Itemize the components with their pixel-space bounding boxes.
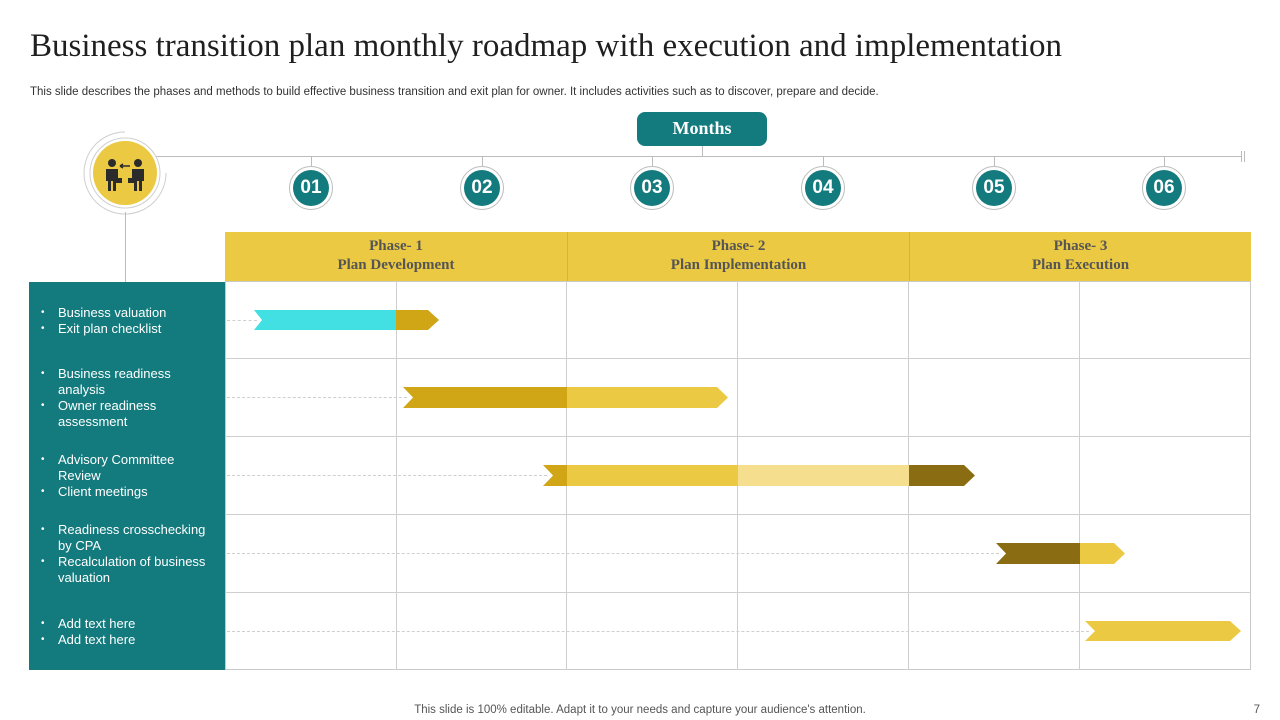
month-marker-02: 02 (460, 166, 504, 210)
arrow-segment (1085, 621, 1241, 641)
timeline-end-mark (1244, 151, 1245, 162)
month-marker-04: 04 (801, 166, 845, 210)
row-label-3: Advisory Committee Review Client meeting… (29, 437, 225, 515)
arrow-segment (996, 543, 1080, 564)
footer-note: This slide is 100% editable. Adapt it to… (414, 704, 866, 716)
grid-row-divider (225, 514, 1251, 515)
phase-header-2: Phase- 2 Plan Implementation (567, 232, 909, 281)
month-tick (1164, 156, 1165, 166)
month-marker-01: 01 (289, 166, 333, 210)
month-marker-03: 03 (630, 166, 674, 210)
phase-name: Phase- 2 (711, 238, 766, 254)
arrow-segment (396, 310, 439, 330)
list-item: Add text here (41, 632, 135, 648)
phase-title: Plan Execution (1031, 257, 1130, 273)
row-label-2: Business readiness analysis Owner readin… (29, 359, 225, 437)
phase-name: Phase- 1 (369, 238, 423, 254)
month-marker-06: 06 (1142, 166, 1186, 210)
icon-connector (125, 212, 126, 282)
row-guide-line (227, 320, 257, 321)
phase-title: Plan Implementation (670, 257, 807, 273)
row-guide-line (227, 475, 547, 476)
list-item: Readiness crosschecking by CPA (41, 522, 206, 554)
list-item: Exit plan checklist (41, 321, 166, 337)
list-item: Advisory Committee Review (41, 452, 191, 484)
arrow-segment (543, 465, 567, 486)
month-tick (311, 156, 312, 166)
month-number: 06 (1146, 170, 1182, 206)
month-tick (482, 156, 483, 166)
grid-row-divider (225, 358, 1251, 359)
month-tick (823, 156, 824, 166)
list-item: Business valuation (41, 305, 166, 321)
months-connector (702, 146, 703, 156)
page-subtitle: This slide describes the phases and meth… (30, 86, 879, 98)
phase-title: Plan Development (337, 257, 455, 273)
month-number: 03 (634, 170, 670, 206)
months-label: Months (637, 112, 767, 146)
arrow-segment (254, 310, 396, 330)
phase-header-3: Phase- 3 Plan Execution (909, 232, 1251, 281)
roadmap-grid (225, 281, 1251, 670)
arrow-segment (403, 387, 567, 408)
month-number: 01 (293, 170, 329, 206)
row-label-1: Business valuation Exit plan checklist (29, 282, 225, 359)
page-title: Business transition plan monthly roadmap… (30, 28, 1062, 64)
row-label-4: Readiness crosschecking by CPA Recalcula… (29, 515, 225, 593)
month-number: 04 (805, 170, 841, 206)
arrow-segment (909, 465, 975, 486)
grid-row-divider (225, 436, 1251, 437)
arrow-segment (567, 465, 738, 486)
month-number: 05 (976, 170, 1012, 206)
grid-row-divider (225, 592, 1251, 593)
list-item: Business readiness analysis (41, 366, 191, 398)
page-number: 7 (1253, 704, 1260, 716)
list-item: Owner readiness assessment (41, 398, 191, 430)
grid-column-divider (1079, 281, 1080, 670)
month-tick (652, 156, 653, 166)
timeline-end-mark (1241, 151, 1242, 162)
timeline-axis (150, 156, 1242, 157)
month-marker-05: 05 (972, 166, 1016, 210)
month-number: 02 (464, 170, 500, 206)
month-tick (994, 156, 995, 166)
business-handover-icon (82, 130, 168, 216)
row-guide-line (227, 631, 1089, 632)
arrow-segment (1080, 543, 1125, 564)
list-item: Add text here (41, 616, 135, 632)
row-guide-line (227, 397, 407, 398)
row-label-5: Add text here Add text here (29, 593, 225, 670)
arrow-segment (567, 387, 728, 408)
phase-header-1: Phase- 1 Plan Development (225, 232, 567, 281)
list-item: Recalculation of business valuation (41, 554, 206, 586)
list-item: Client meetings (41, 484, 191, 500)
phase-name: Phase- 3 (1053, 238, 1108, 254)
row-guide-line (227, 553, 999, 554)
arrow-segment (738, 465, 909, 486)
